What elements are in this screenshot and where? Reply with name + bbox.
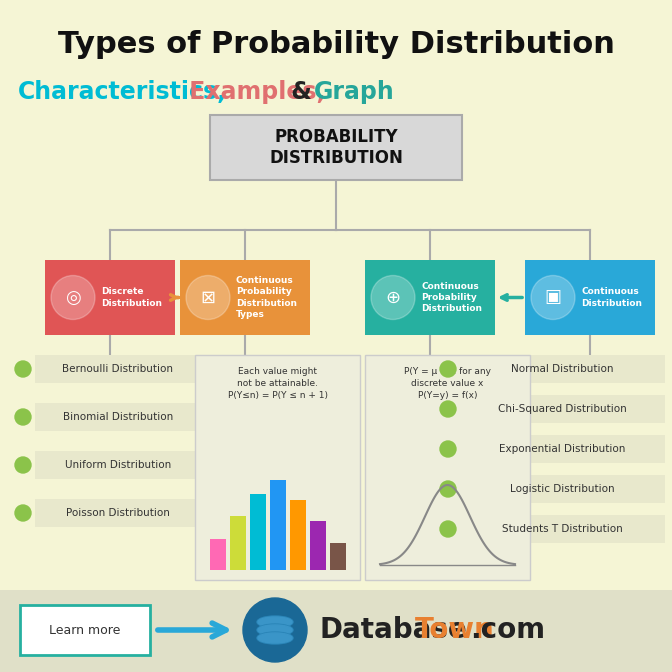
Text: ▣: ▣ [544,288,562,306]
Bar [210,115,462,180]
Ellipse shape [257,624,293,636]
Text: PROBABILITY
DISTRIBUTION: PROBABILITY DISTRIBUTION [269,128,403,167]
Text: Continuous
Distribution: Continuous Distribution [581,288,642,308]
Bar [45,260,175,335]
Text: Discrete
Distribution: Discrete Distribution [101,288,162,308]
Circle shape [440,361,456,377]
Text: Students T Distribution: Students T Distribution [501,524,622,534]
Bar [365,355,530,580]
Text: .com: .com [470,616,545,644]
Bar [290,500,306,570]
Bar [460,475,665,503]
Circle shape [440,401,456,417]
Text: Database: Database [320,616,468,644]
Text: Chi-Squared Distribution: Chi-Squared Distribution [498,404,626,414]
Text: Types of Probability Distribution: Types of Probability Distribution [58,30,614,59]
Text: Town: Town [415,616,495,644]
Bar [329,543,345,570]
Ellipse shape [257,616,293,628]
Bar [35,355,200,383]
Bar [35,451,200,479]
Text: Exponential Distribution: Exponential Distribution [499,444,625,454]
Ellipse shape [258,617,292,627]
Text: Learn more: Learn more [49,624,121,636]
Text: &: & [283,80,321,104]
Circle shape [15,457,31,473]
Ellipse shape [257,632,293,644]
Circle shape [15,409,31,425]
Bar [230,516,245,570]
Text: Uniform Distribution: Uniform Distribution [65,460,171,470]
Circle shape [51,276,95,319]
Text: Logistic Distribution: Logistic Distribution [509,484,614,494]
Bar [269,480,286,570]
Text: Bernoulli Distribution: Bernoulli Distribution [62,364,173,374]
Bar [460,515,665,543]
Bar [210,538,226,570]
Bar [460,355,665,383]
Text: Continuous
Probability
Distribution: Continuous Probability Distribution [421,282,482,313]
Text: Continuous
Probability
Distribution
Types: Continuous Probability Distribution Type… [236,276,297,319]
Bar [35,403,200,431]
Circle shape [371,276,415,319]
Circle shape [440,441,456,457]
Circle shape [15,505,31,521]
Text: P(Y = μ ± 2 for any
discrete value x
P(Y=y) = f(x): P(Y = μ ± 2 for any discrete value x P(Y… [404,367,491,400]
Circle shape [186,276,230,319]
Circle shape [440,521,456,537]
Bar [35,499,200,527]
Text: ◎: ◎ [65,288,81,306]
Bar [460,395,665,423]
Bar [249,493,265,570]
Ellipse shape [258,633,292,643]
Text: Normal Distribution: Normal Distribution [511,364,614,374]
Bar [525,260,655,335]
Text: Characteristics,: Characteristics, [18,80,227,104]
Bar [195,355,360,580]
Bar [20,605,150,655]
Bar [180,260,310,335]
Text: ⊕: ⊕ [386,288,401,306]
Ellipse shape [258,625,292,635]
Bar [310,521,325,570]
Bar [0,590,672,672]
Text: Binomial Distribution: Binomial Distribution [63,412,173,422]
Text: ⊠: ⊠ [200,288,216,306]
Circle shape [243,598,307,662]
Text: Examples,: Examples, [181,80,325,104]
Circle shape [440,481,456,497]
Circle shape [531,276,575,319]
Bar [460,435,665,463]
Circle shape [15,361,31,377]
Text: Each value might
not be attainable.
P(Y≤n) = P(Y ≤ n + 1): Each value might not be attainable. P(Y≤… [228,367,327,400]
Bar [365,260,495,335]
Text: Graph: Graph [314,80,394,104]
Text: Poisson Distribution: Poisson Distribution [66,508,170,518]
